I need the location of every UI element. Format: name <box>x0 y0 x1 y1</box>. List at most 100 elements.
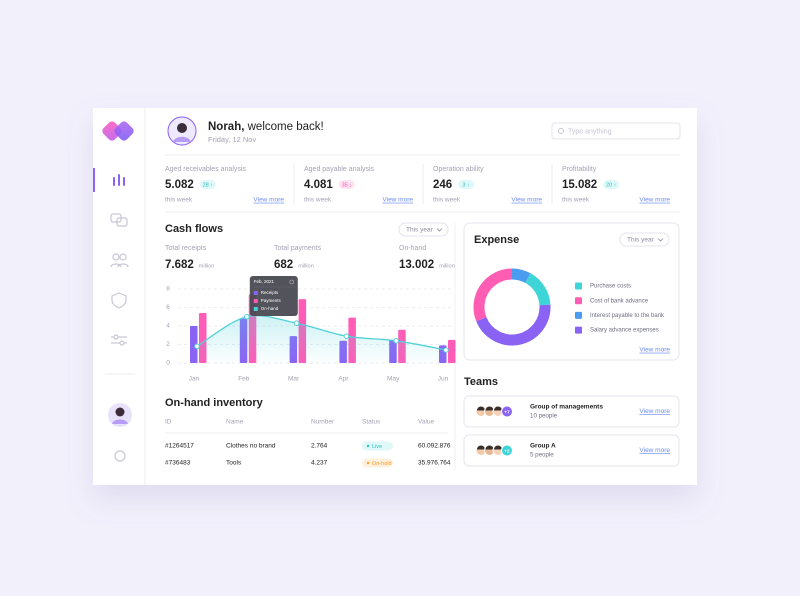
view-more-link[interactable]: View more <box>511 197 542 204</box>
table-header: Number <box>311 419 335 426</box>
table-header: Value <box>418 419 435 426</box>
card-title: Expense <box>474 234 519 246</box>
tooltip <box>249 276 298 316</box>
summary-unit: million <box>439 263 455 269</box>
greeting-text: welcome back! <box>247 121 324 133</box>
search-placeholder: Type anything <box>568 128 612 135</box>
team-card <box>463 434 680 467</box>
table-cell: 2.764 <box>311 443 328 450</box>
stat-period: this week <box>562 197 590 204</box>
legend-swatch <box>575 297 582 305</box>
stat-badge-text: 35 ↓ <box>342 182 353 188</box>
stat-label: Profitability <box>562 166 597 173</box>
member-hair <box>485 445 494 450</box>
line-point <box>343 333 350 339</box>
legend-swatch <box>575 311 582 319</box>
line-point <box>194 343 200 350</box>
x-tick-label: Feb <box>238 376 250 383</box>
table-cell: 35.976.764 <box>418 460 451 467</box>
period-dropdown[interactable] <box>398 222 449 237</box>
x-tick-label: Mar <box>288 376 300 383</box>
period-dropdown-text: This year <box>406 227 434 234</box>
status-pill <box>362 458 393 468</box>
status-text: On-hold <box>372 461 392 467</box>
tooltip-label: Receipts <box>261 290 279 295</box>
view-more-link[interactable]: View more <box>382 197 413 204</box>
status-dot <box>366 461 370 465</box>
stat-badge <box>199 180 216 189</box>
table-cell: Clothes no brand <box>226 443 276 450</box>
nav-extra[interactable] <box>114 450 126 462</box>
search-box[interactable] <box>551 122 681 140</box>
summary-value: 7.682 <box>165 259 194 271</box>
nav-security[interactable] <box>111 292 127 309</box>
stat-period: this week <box>304 197 332 204</box>
bar <box>448 339 456 363</box>
legend-label: Interest payable to the bank <box>590 313 665 319</box>
extra-badge <box>501 444 513 457</box>
nav-settings[interactable] <box>111 334 127 346</box>
tooltip-title: Feb, 2021 <box>254 279 275 284</box>
nav-messages[interactable] <box>110 213 128 227</box>
tooltip-swatch <box>253 291 258 295</box>
group-members: 10 people <box>530 413 558 420</box>
x-tick-label: Jun <box>438 376 449 383</box>
group-name: Group of managements <box>530 404 603 411</box>
y-tick-label: 4 <box>166 323 170 330</box>
nav-analytics[interactable] <box>113 174 125 186</box>
stat-label: Aged receivables analysis <box>165 166 246 173</box>
donut-segment <box>524 273 551 306</box>
dropdown-caret <box>657 238 664 242</box>
x-tick-label: May <box>387 376 400 383</box>
stat-period: this week <box>433 197 461 204</box>
nav-team[interactable] <box>110 253 129 268</box>
user-avatar <box>167 116 197 146</box>
period-dropdown[interactable] <box>619 232 670 247</box>
extra-badge <box>501 405 513 418</box>
section-title: Cash flows <box>165 223 223 235</box>
logo[interactable] <box>101 120 136 143</box>
sidebar-avatar[interactable] <box>108 403 132 427</box>
line-point <box>443 347 449 353</box>
stat-label: Operation ability <box>433 166 484 173</box>
view-more-link[interactable]: View more <box>639 197 670 204</box>
summary-label: Total payments <box>274 245 322 252</box>
stat-value: 5.082 <box>165 179 194 191</box>
stat-value: 4.081 <box>304 179 333 191</box>
donut-segment <box>476 304 551 346</box>
view-more-link[interactable]: View more <box>639 408 670 415</box>
x-tick-label: Apr <box>338 376 349 383</box>
search-icon <box>558 128 564 134</box>
extra-count: +7 <box>504 409 510 415</box>
y-tick-label: 0 <box>166 360 170 367</box>
table-cell: #736483 <box>165 460 191 467</box>
tooltip-label: On-hand <box>261 306 279 311</box>
line-area <box>197 315 446 363</box>
view-more-link[interactable]: View more <box>253 197 284 204</box>
stat-label: Aged payable analysis <box>304 166 375 173</box>
member-hair <box>485 406 494 411</box>
view-more-link[interactable]: View more <box>639 347 670 354</box>
tooltip-close[interactable] <box>289 279 295 285</box>
stat-badge <box>603 180 620 189</box>
dropdown-caret <box>436 228 443 232</box>
status-pill <box>362 441 393 451</box>
summary-unit: million <box>298 263 314 269</box>
member-hair <box>477 445 485 450</box>
table-header: ID <box>165 419 172 426</box>
summary-value: 13.002 <box>399 259 434 271</box>
line-point <box>244 313 250 320</box>
view-more-link[interactable]: View more <box>639 447 670 454</box>
active-indicator <box>93 168 95 192</box>
summary-value: 682 <box>274 259 293 271</box>
team-card <box>463 395 680 428</box>
extra-count: +2 <box>504 448 510 454</box>
stat-period: this week <box>165 197 193 204</box>
stat-value: 246 <box>433 179 452 191</box>
summary-label: Total receipts <box>165 245 207 252</box>
tooltip-swatch <box>253 299 258 303</box>
legend-swatch <box>575 326 582 334</box>
summary-label: On-hand <box>399 245 426 252</box>
